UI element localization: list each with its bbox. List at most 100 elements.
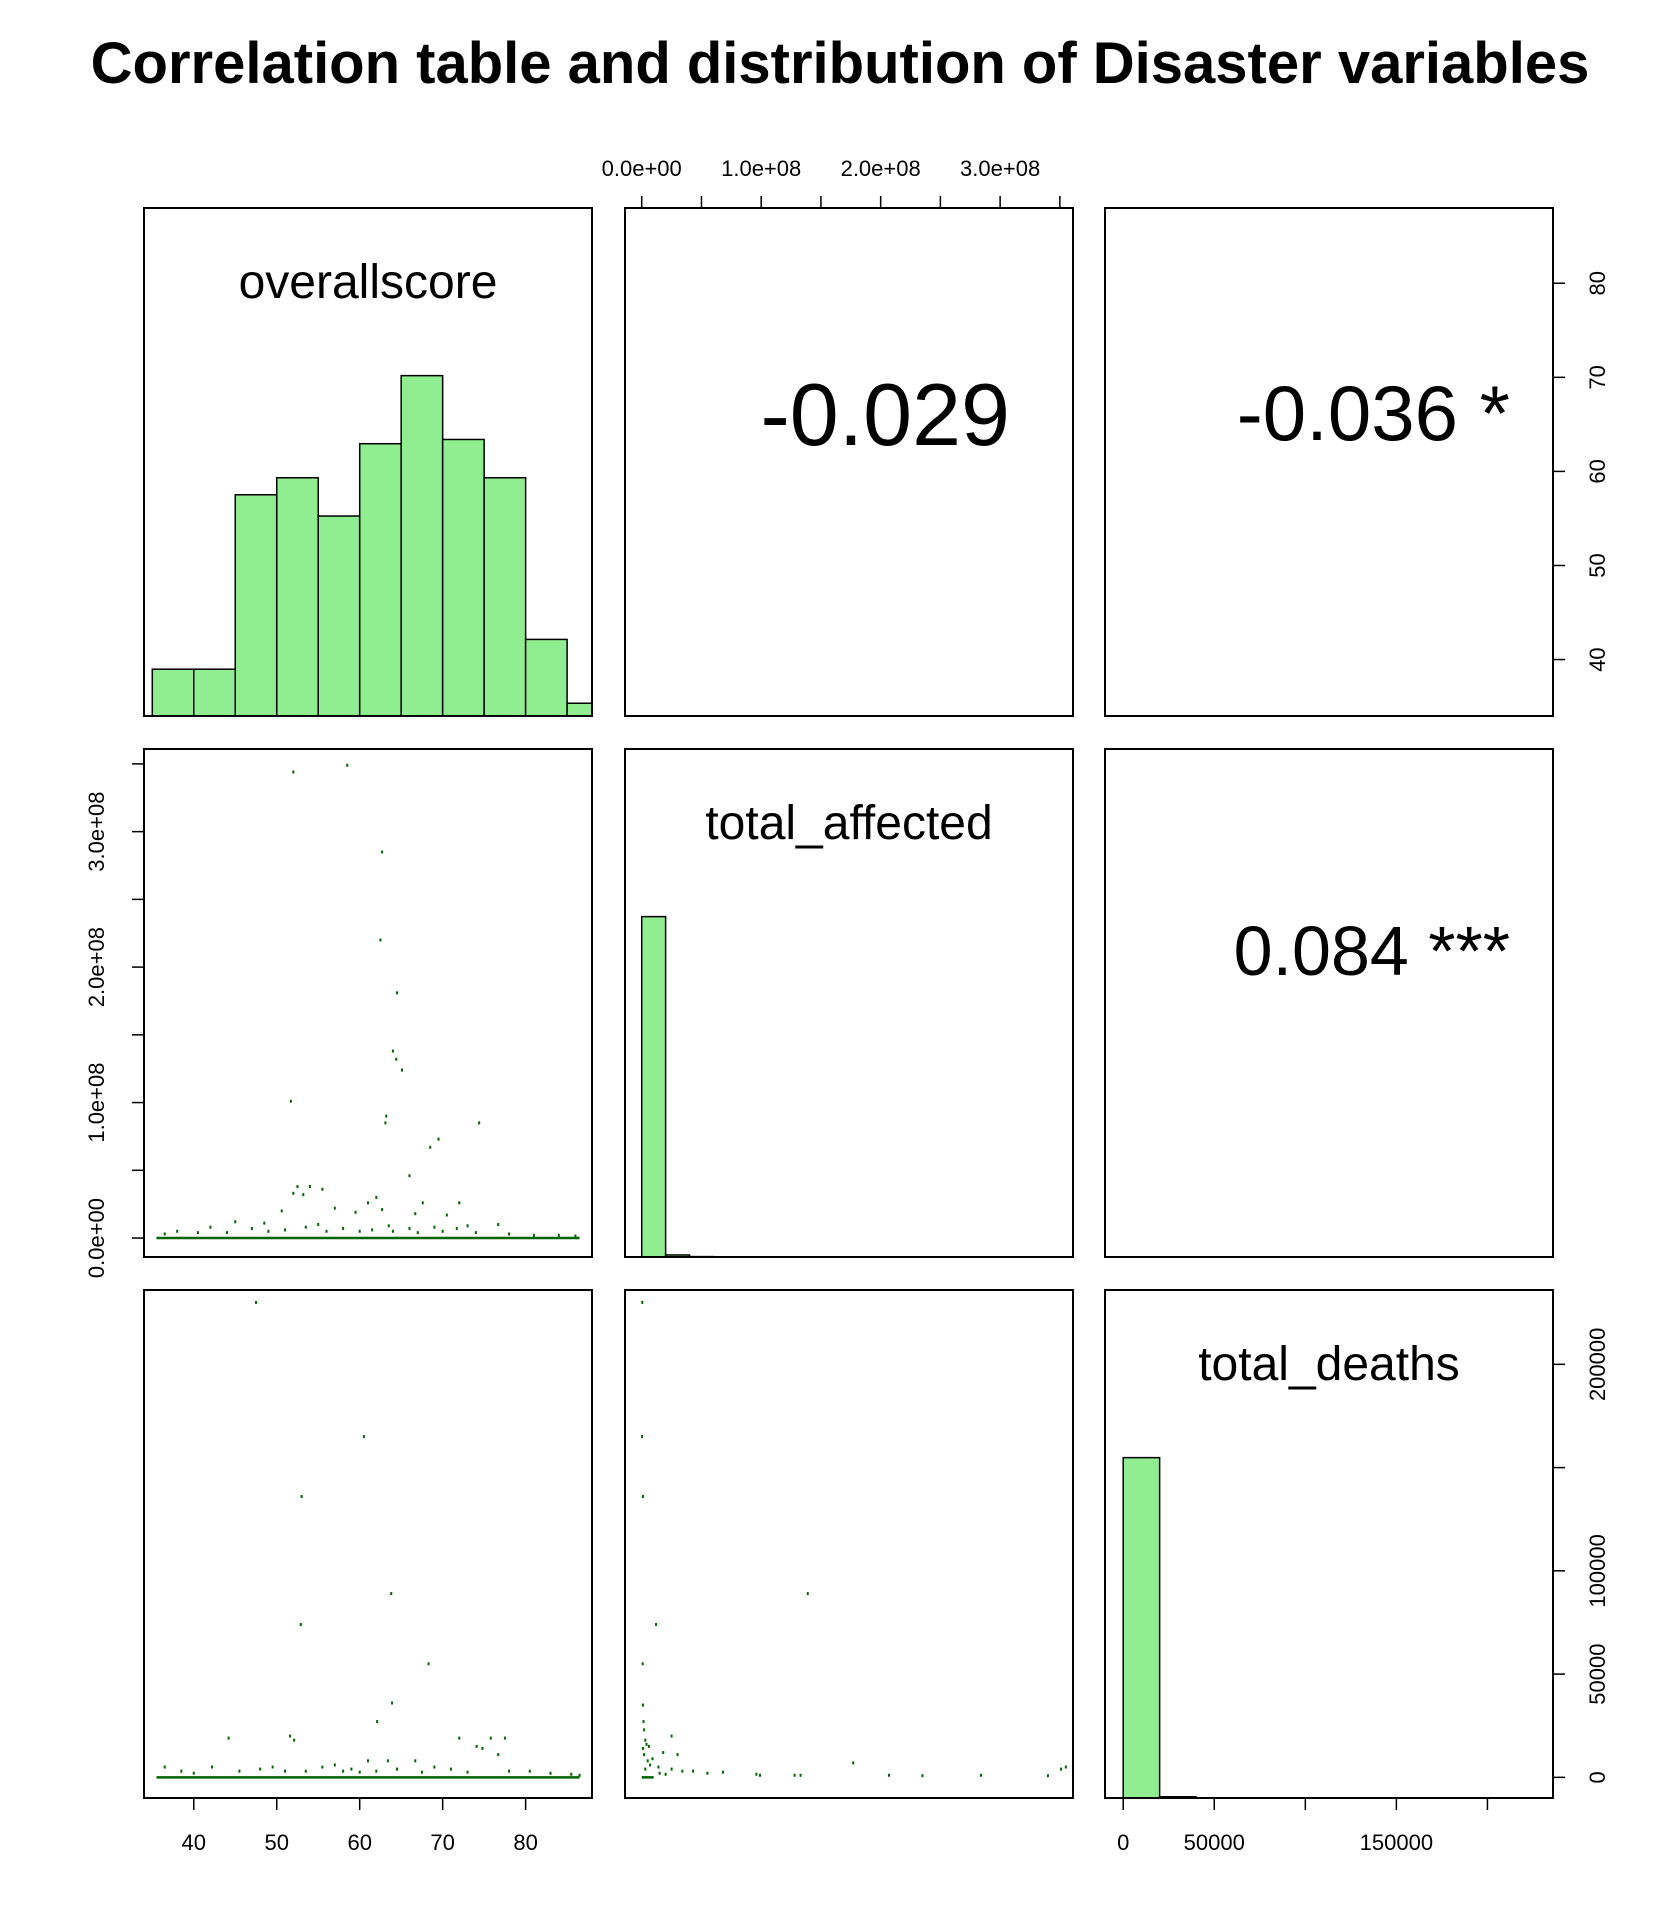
y-tick-label: 0.0e+00 (84, 1198, 109, 1278)
x-tick-label: 150000 (1360, 1830, 1433, 1855)
histogram-bar (317, 515, 361, 717)
correlation-value: -0.029 (760, 365, 1010, 464)
scatter-point (466, 1224, 469, 1228)
scatter-point (445, 1213, 448, 1217)
scatter-point (433, 1765, 436, 1769)
scatter-point (302, 1193, 305, 1197)
scatter-point (670, 1734, 673, 1738)
panel-frame (143, 1289, 593, 1799)
y-tick-label: 80 (1585, 271, 1610, 295)
y-tick-label: 70 (1585, 365, 1610, 389)
scatter-point (549, 1771, 552, 1775)
chart-title: Correlation table and distribution of Di… (90, 31, 1590, 96)
scatter-point (350, 1767, 353, 1771)
scatter-point (416, 1231, 419, 1235)
scatter-point (641, 1435, 644, 1439)
scatter-point (641, 1703, 644, 1707)
x-tick-label: 80 (513, 1830, 537, 1855)
scatter-point (645, 1742, 648, 1746)
panel-frame (624, 1289, 1074, 1799)
scatter-point (384, 1121, 387, 1125)
scatter-point (458, 1736, 461, 1740)
scatter-point (391, 1701, 394, 1705)
histogram-bar (193, 668, 237, 717)
scatter-point (641, 1746, 644, 1750)
scatter-point (427, 1662, 430, 1666)
variable-label: total_deaths (1198, 1338, 1460, 1391)
scatter-point (227, 1736, 230, 1740)
scatter-point (180, 1769, 183, 1773)
scatter-point (271, 1765, 274, 1769)
scatter-point (433, 1225, 436, 1229)
scatter-point (466, 1770, 469, 1774)
scatter-point (642, 1720, 645, 1724)
scatter-point (455, 1227, 458, 1231)
scatter-point (396, 1767, 399, 1771)
scatter-point (401, 1068, 404, 1072)
scatter-point (641, 1495, 644, 1499)
scatter-point (806, 1592, 809, 1596)
scatter-point (474, 1231, 477, 1235)
scatter-point (367, 1201, 369, 1205)
x-tick-label: 50 (264, 1830, 288, 1855)
variable-label: total_affected (705, 797, 992, 850)
variable-label: overallscore (239, 256, 498, 309)
scatter-point (381, 850, 384, 854)
scatter-point (381, 1208, 384, 1212)
scatter-point (196, 1231, 199, 1235)
scatter-point (1060, 1767, 1063, 1771)
scatter-point (375, 1195, 378, 1199)
scatter-point (641, 1300, 644, 1304)
scatter-point (651, 1757, 654, 1761)
y-tick-label: 50 (1585, 553, 1610, 577)
scatter-point (449, 1767, 452, 1771)
scatter-point (681, 1769, 684, 1773)
scatter-point (420, 1770, 423, 1774)
scatter-point (578, 1773, 581, 1777)
scatter-point (379, 938, 382, 942)
y-tick-label: 40 (1585, 647, 1610, 671)
scatter-point (755, 1772, 758, 1776)
scatter-point (644, 1767, 647, 1771)
correlation-value: 0.084 *** (1234, 912, 1510, 990)
scatter-point (321, 1187, 324, 1191)
scatter-point (396, 991, 399, 995)
scatter-point (706, 1771, 709, 1775)
scatter-point (333, 1763, 336, 1767)
histogram-bar (1122, 1456, 1161, 1799)
histogram-bar (640, 915, 667, 1258)
scatter-point (259, 1767, 262, 1771)
x-tick-label: 70 (430, 1830, 454, 1855)
scatter-point (358, 1770, 361, 1774)
scatter-point (658, 1771, 661, 1775)
scatter-point (395, 1057, 398, 1061)
histogram-bar (234, 494, 278, 717)
scatter-point (238, 1769, 241, 1773)
scatter-point (211, 1765, 214, 1769)
scatter-point (408, 1227, 411, 1231)
x-tick-label: 60 (347, 1830, 371, 1855)
scatter-point (414, 1212, 417, 1216)
scatter-point (292, 770, 295, 774)
scatter-point (489, 1736, 492, 1740)
scatter-point (793, 1773, 796, 1777)
scatter-point (475, 1744, 478, 1748)
scatter-point (458, 1201, 461, 1205)
scatter-point (255, 1300, 257, 1304)
x-tick-label: 0 (1117, 1830, 1129, 1855)
scatter-point (481, 1746, 484, 1750)
scatter-point (647, 1744, 650, 1748)
scatter-point (478, 1121, 481, 1125)
histogram-bar (483, 476, 527, 717)
scatter-point (1046, 1774, 1049, 1778)
x-tick-label: 50000 (1184, 1830, 1245, 1855)
scatter-point (284, 1769, 287, 1773)
scatter-point (163, 1232, 166, 1236)
y-tick-label: 100000 (1585, 1534, 1610, 1607)
scatter-point (421, 1201, 424, 1205)
scatter-point (1064, 1765, 1067, 1769)
scatter-point (497, 1222, 500, 1226)
scatter-point (385, 1114, 388, 1118)
histogram-bar (275, 476, 319, 717)
y-tick-label: 2.0e+08 (84, 927, 109, 1007)
